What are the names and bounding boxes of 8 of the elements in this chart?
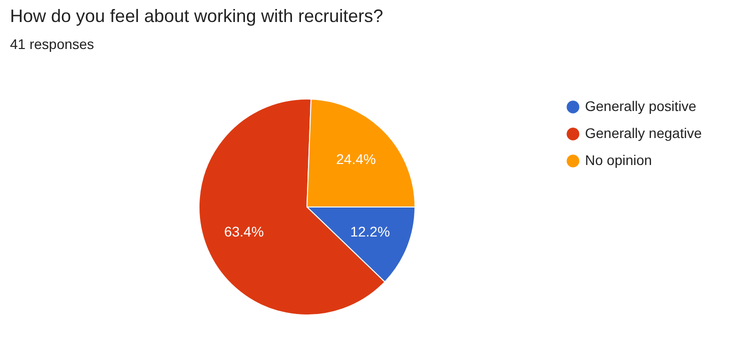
data-label: 63.4% — [224, 223, 264, 240]
data-label: 12.2% — [350, 223, 390, 240]
data-label: 24.4% — [336, 150, 376, 167]
chart-title: How do you feel about working with recruiters? — [10, 6, 384, 26]
text: 41 responses — [10, 36, 94, 52]
legend-label: No opinion — [585, 152, 652, 168]
legend-label: Generally positive — [585, 98, 696, 114]
legend-label: Generally negative — [585, 125, 702, 141]
